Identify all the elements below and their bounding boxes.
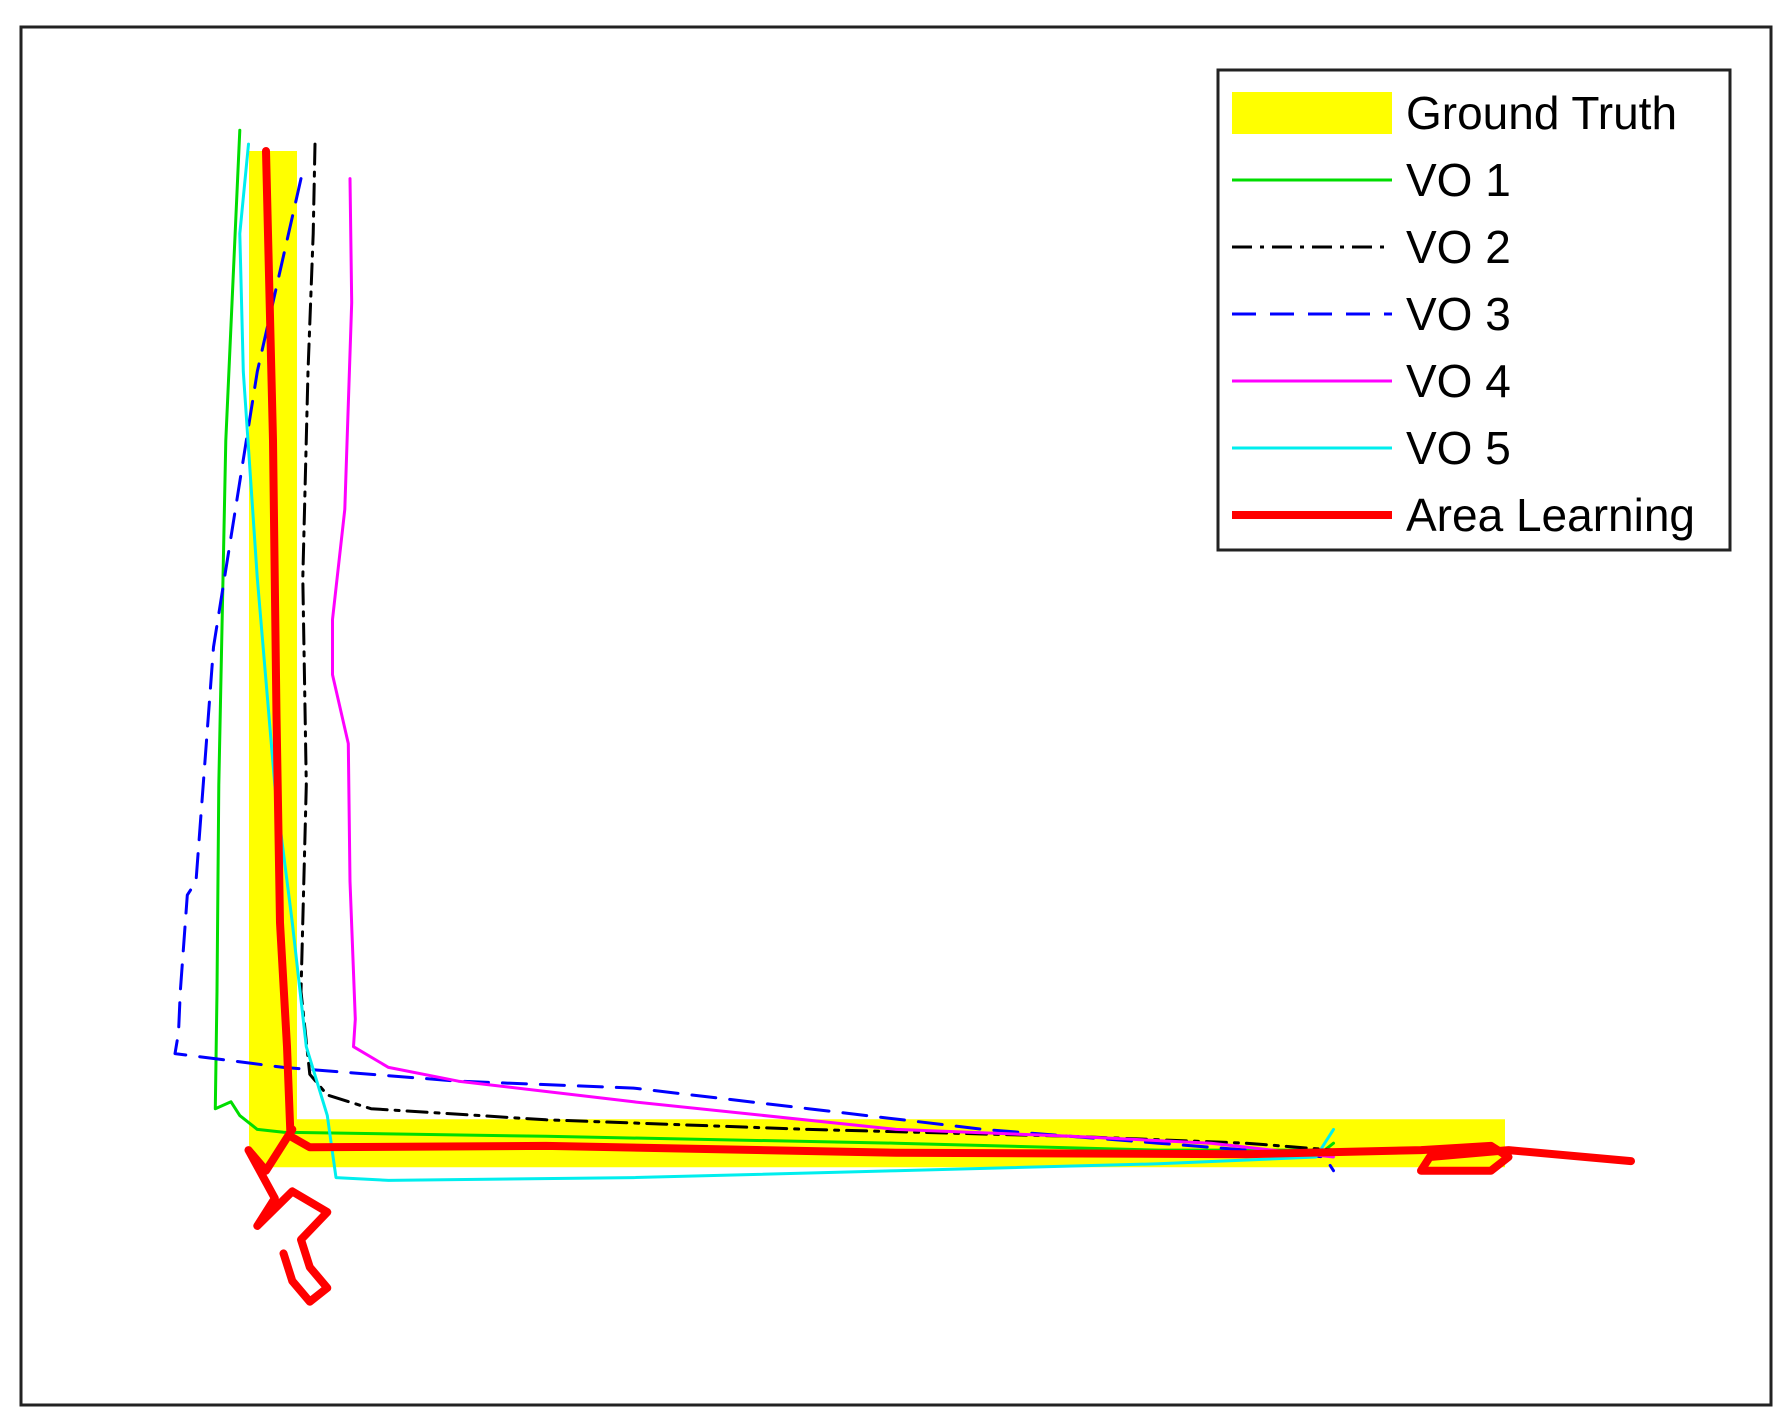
- series-line-vo-1: [213, 128, 1335, 1152]
- series-line-vo-4: [331, 177, 1335, 1159]
- legend-label-vo-3: VO 3: [1406, 288, 1511, 340]
- legend-label-area-learning: Area Learning: [1406, 489, 1695, 541]
- legend-label-ground-truth: Ground Truth: [1406, 87, 1677, 139]
- legend-entry-vo-5: VO 5: [1232, 422, 1511, 474]
- legend-label-vo-5: VO 5: [1406, 422, 1511, 474]
- legend-entry-vo-2: VO 2: [1232, 221, 1511, 273]
- series-line-vo-3: [173, 177, 1335, 1173]
- legend-label-vo-1: VO 1: [1406, 154, 1511, 206]
- legend-entry-vo-4: VO 4: [1232, 355, 1511, 407]
- legend-box: [1216, 68, 1732, 552]
- legend-entry-area-learning: Area Learning: [1232, 489, 1695, 541]
- series-layer: [173, 128, 1635, 1306]
- legend: Ground Truth VO 1 VO 2 VO 3 VO 4 VO 5 Area Lea…: [1216, 68, 1732, 552]
- legend-label-vo-2: VO 2: [1406, 221, 1511, 273]
- legend-entry-vo-1: VO 1: [1232, 154, 1511, 206]
- series-line-vo-5: [238, 142, 1335, 1182]
- legend-rows: Ground Truth VO 1 VO 2 VO 3 VO 4 VO 5 Area Lea…: [1232, 87, 1695, 541]
- legend-entry-vo-3: VO 3: [1232, 288, 1511, 340]
- legend-label-vo-4: VO 4: [1406, 355, 1511, 407]
- series-line-area-learning: [262, 147, 1635, 1175]
- legend-entry-ground-truth: Ground Truth: [1232, 87, 1677, 139]
- series-line-area-learning-excursion: [244, 1125, 332, 1306]
